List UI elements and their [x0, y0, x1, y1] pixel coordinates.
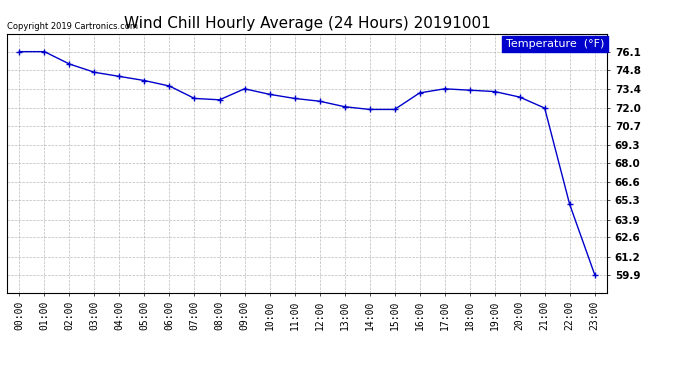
- Text: Copyright 2019 Cartronics.com: Copyright 2019 Cartronics.com: [7, 22, 138, 31]
- Title: Wind Chill Hourly Average (24 Hours) 20191001: Wind Chill Hourly Average (24 Hours) 201…: [124, 16, 491, 31]
- Text: Temperature  (°F): Temperature (°F): [506, 39, 604, 49]
